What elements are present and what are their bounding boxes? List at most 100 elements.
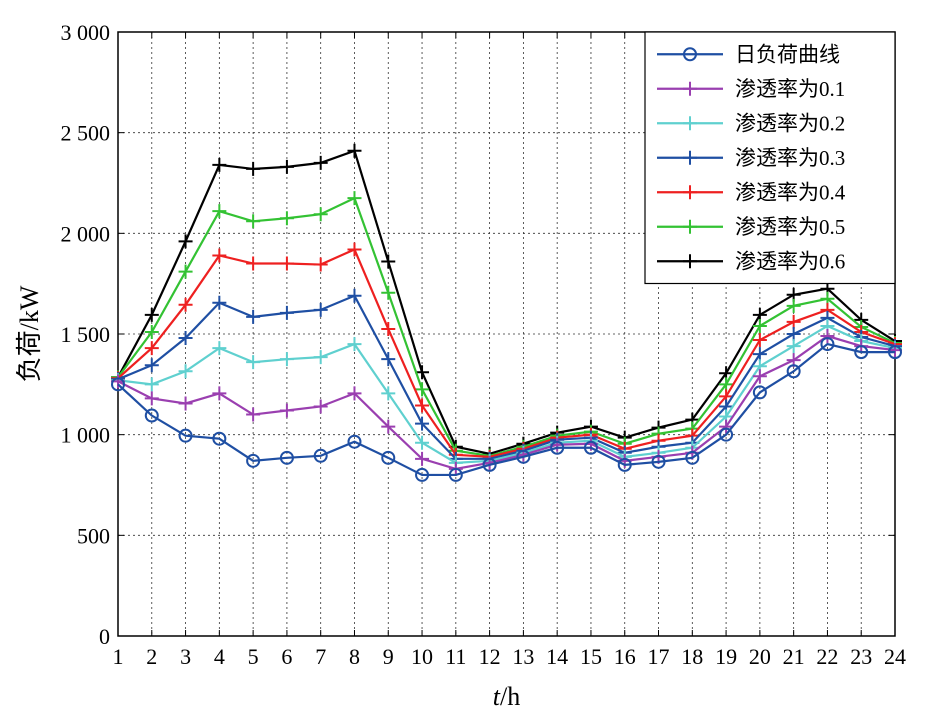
y-tick-label: 2 000 xyxy=(61,221,111,246)
x-tick-label: 18 xyxy=(681,644,703,669)
x-tick-label: 10 xyxy=(411,644,433,669)
data-point xyxy=(786,364,801,379)
data-point xyxy=(212,431,227,446)
data-point xyxy=(651,454,666,469)
x-tick-label: 1 xyxy=(113,644,124,669)
x-tick-label: 20 xyxy=(749,644,771,669)
data-point xyxy=(347,434,362,449)
x-axis-label-unit: /h xyxy=(500,682,520,711)
data-point xyxy=(212,157,227,172)
data-point xyxy=(111,377,125,392)
legend-entry: 渗透率为0.1 xyxy=(657,77,845,101)
data-point xyxy=(212,386,227,401)
x-tick-label: 3 xyxy=(180,644,191,669)
data-point xyxy=(786,298,801,313)
y-tick-label: 1 000 xyxy=(61,423,111,448)
series-line xyxy=(117,247,896,458)
data-point xyxy=(752,369,767,384)
y-tick-label: 0 xyxy=(99,624,110,649)
data-point xyxy=(279,211,294,226)
data-point xyxy=(381,254,396,269)
data-point xyxy=(144,408,159,423)
data-point xyxy=(144,391,159,406)
x-tick-label: 23 xyxy=(850,644,872,669)
legend-marker xyxy=(683,47,697,62)
data-point xyxy=(347,191,362,206)
legend-entry: 渗透率为0.4 xyxy=(657,180,846,204)
data-point xyxy=(279,450,294,465)
data-point xyxy=(347,337,362,352)
data-point xyxy=(617,457,632,472)
legend-marker xyxy=(683,254,697,269)
data-point xyxy=(719,377,734,392)
y-axis-label: 负荷/kW xyxy=(15,285,44,382)
data-point xyxy=(415,435,430,450)
x-tick-label: 17 xyxy=(648,644,670,669)
data-point xyxy=(279,256,294,271)
data-point xyxy=(144,341,159,356)
series-line xyxy=(117,324,896,464)
legend-label: 渗透率为0.6 xyxy=(735,249,845,273)
data-point xyxy=(786,327,801,341)
data-point xyxy=(516,449,531,464)
x-tick-label: 15 xyxy=(580,644,602,669)
x-tick-label: 7 xyxy=(315,644,326,669)
data-point xyxy=(279,352,294,367)
data-point xyxy=(415,365,430,380)
legend-entry: 渗透率为0.3 xyxy=(657,146,845,170)
data-point xyxy=(752,385,767,400)
data-point xyxy=(786,339,801,354)
x-tick-label: 11 xyxy=(445,644,466,669)
x-tick-label: 12 xyxy=(479,644,501,669)
data-point xyxy=(144,307,159,322)
data-point xyxy=(381,450,396,465)
data-point xyxy=(381,419,396,434)
series-1 xyxy=(111,337,902,482)
data-point xyxy=(313,350,328,365)
data-point xyxy=(752,333,767,348)
data-point xyxy=(178,364,193,379)
data-point xyxy=(347,242,362,257)
data-point xyxy=(415,467,430,482)
data-point xyxy=(313,257,328,272)
data-point xyxy=(719,427,734,442)
x-axis-ticks: 1 2 3 4 5 6 7 8 9 10 11 12 13 14 15 16 17 18 19 20 21 22 23 24 xyxy=(113,32,906,669)
x-tick-label: 16 xyxy=(614,644,636,669)
x-tick-label: 2 xyxy=(146,644,157,669)
data-point xyxy=(246,309,261,324)
data-point xyxy=(854,345,869,360)
data-point xyxy=(685,450,700,465)
data-point xyxy=(415,416,430,431)
data-point xyxy=(820,329,835,344)
data-point xyxy=(752,318,767,333)
series-line xyxy=(117,294,896,460)
legend-label: 渗透率为0.4 xyxy=(735,180,846,204)
data-point xyxy=(786,314,801,329)
data-point xyxy=(381,386,396,401)
data-point xyxy=(313,399,328,414)
data-point xyxy=(313,155,328,170)
legend-label: 渗透率为0.5 xyxy=(735,215,845,239)
data-point xyxy=(820,337,835,352)
data-point xyxy=(246,256,261,271)
y-tick-label: 1 500 xyxy=(61,322,111,347)
legend-label: 渗透率为0.1 xyxy=(735,77,845,101)
legend-label: 日负荷曲线 xyxy=(735,42,840,66)
y-tick-label: 500 xyxy=(77,523,110,548)
x-tick-label: 4 xyxy=(214,644,225,669)
data-point xyxy=(212,248,227,263)
legend-marker xyxy=(683,81,697,96)
legend-marker xyxy=(683,150,697,165)
x-tick-label: 5 xyxy=(248,644,259,669)
series-layer xyxy=(111,143,902,482)
data-point xyxy=(313,302,328,317)
data-point xyxy=(246,453,261,468)
legend-marker xyxy=(683,185,697,200)
data-point xyxy=(550,440,565,455)
data-point xyxy=(415,382,430,397)
x-tick-label: 6 xyxy=(281,644,292,669)
data-point xyxy=(246,214,261,229)
data-point xyxy=(381,285,396,300)
data-point xyxy=(313,207,328,222)
